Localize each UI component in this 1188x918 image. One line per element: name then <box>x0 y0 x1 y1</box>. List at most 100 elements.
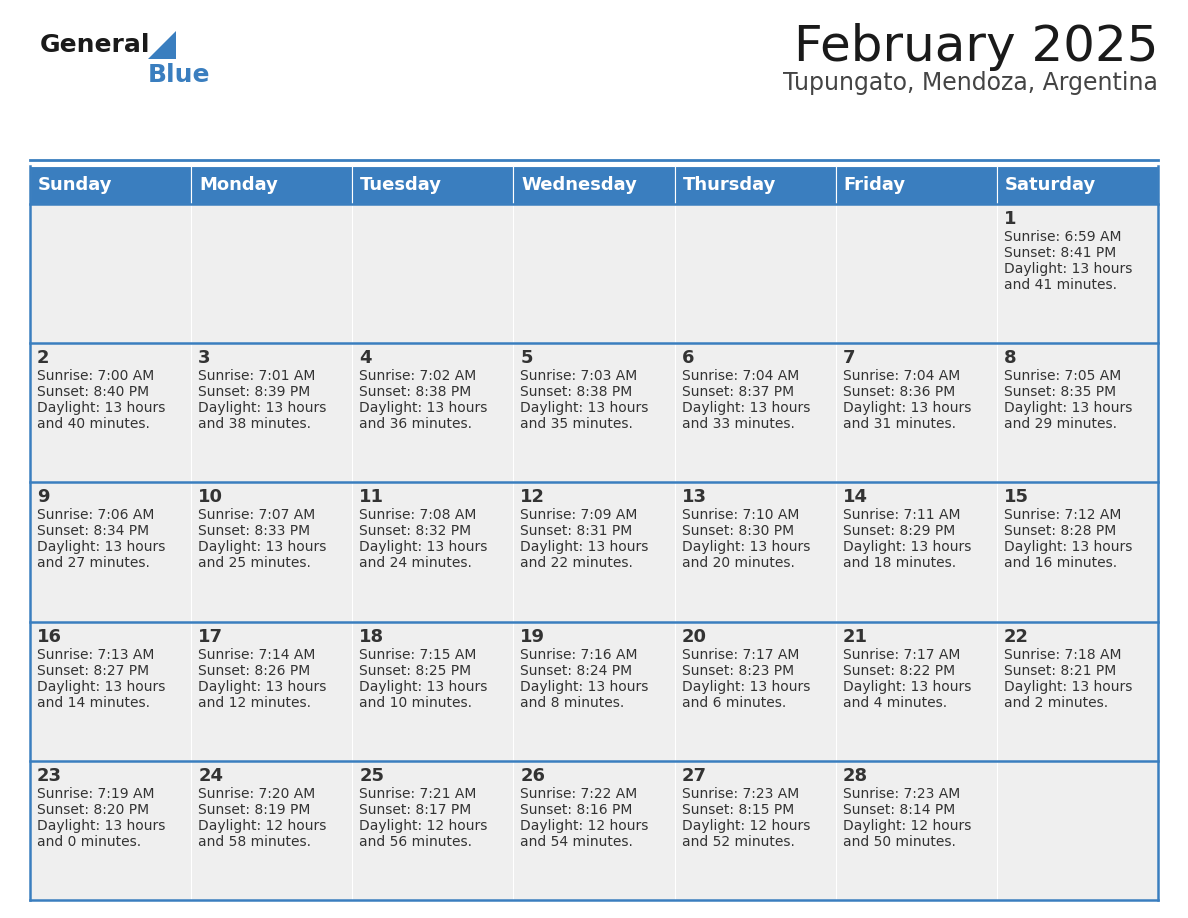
Text: Sunset: 8:24 PM: Sunset: 8:24 PM <box>520 664 632 677</box>
FancyBboxPatch shape <box>835 761 997 900</box>
Text: and 24 minutes.: and 24 minutes. <box>359 556 472 570</box>
Text: 24: 24 <box>198 767 223 785</box>
Text: Daylight: 13 hours: Daylight: 13 hours <box>682 679 810 694</box>
FancyBboxPatch shape <box>997 166 1158 204</box>
Text: Daylight: 13 hours: Daylight: 13 hours <box>682 401 810 415</box>
FancyBboxPatch shape <box>30 343 191 482</box>
Text: 13: 13 <box>682 488 707 507</box>
Text: 26: 26 <box>520 767 545 785</box>
Text: Sunrise: 7:04 AM: Sunrise: 7:04 AM <box>682 369 798 383</box>
Text: 1: 1 <box>1004 210 1017 228</box>
Text: Daylight: 13 hours: Daylight: 13 hours <box>37 819 165 833</box>
Text: Wednesday: Wednesday <box>522 176 637 194</box>
Text: Sunset: 8:35 PM: Sunset: 8:35 PM <box>1004 386 1116 399</box>
FancyBboxPatch shape <box>513 166 675 204</box>
Text: Daylight: 12 hours: Daylight: 12 hours <box>842 819 971 833</box>
Text: and 52 minutes.: and 52 minutes. <box>682 834 795 849</box>
FancyBboxPatch shape <box>353 621 513 761</box>
Text: Sunrise: 7:04 AM: Sunrise: 7:04 AM <box>842 369 960 383</box>
Text: Sunset: 8:28 PM: Sunset: 8:28 PM <box>1004 524 1116 538</box>
Text: Sunset: 8:33 PM: Sunset: 8:33 PM <box>198 524 310 538</box>
Text: Sunrise: 7:19 AM: Sunrise: 7:19 AM <box>37 787 154 800</box>
FancyBboxPatch shape <box>513 621 675 761</box>
Text: General: General <box>40 33 151 57</box>
Text: and 36 minutes.: and 36 minutes. <box>359 417 473 431</box>
Text: Sunset: 8:14 PM: Sunset: 8:14 PM <box>842 803 955 817</box>
Text: Blue: Blue <box>148 63 210 87</box>
Text: and 6 minutes.: and 6 minutes. <box>682 696 785 710</box>
Text: Sunrise: 6:59 AM: Sunrise: 6:59 AM <box>1004 230 1121 244</box>
FancyBboxPatch shape <box>835 621 997 761</box>
FancyBboxPatch shape <box>675 343 835 482</box>
FancyBboxPatch shape <box>30 621 191 761</box>
Text: and 16 minutes.: and 16 minutes. <box>1004 556 1117 570</box>
Text: Sunset: 8:29 PM: Sunset: 8:29 PM <box>842 524 955 538</box>
Text: and 22 minutes.: and 22 minutes. <box>520 556 633 570</box>
Text: 12: 12 <box>520 488 545 507</box>
FancyBboxPatch shape <box>835 482 997 621</box>
Text: Sunrise: 7:15 AM: Sunrise: 7:15 AM <box>359 647 476 662</box>
Text: Daylight: 13 hours: Daylight: 13 hours <box>37 679 165 694</box>
Text: and 0 minutes.: and 0 minutes. <box>37 834 141 849</box>
Text: Sunset: 8:40 PM: Sunset: 8:40 PM <box>37 386 150 399</box>
Text: Sunrise: 7:12 AM: Sunrise: 7:12 AM <box>1004 509 1121 522</box>
Text: and 14 minutes.: and 14 minutes. <box>37 696 150 710</box>
Text: Daylight: 13 hours: Daylight: 13 hours <box>198 541 327 554</box>
Text: Monday: Monday <box>200 176 278 194</box>
Text: 15: 15 <box>1004 488 1029 507</box>
Text: and 20 minutes.: and 20 minutes. <box>682 556 795 570</box>
FancyBboxPatch shape <box>513 482 675 621</box>
FancyBboxPatch shape <box>675 761 835 900</box>
Text: 16: 16 <box>37 628 62 645</box>
Text: Sunrise: 7:20 AM: Sunrise: 7:20 AM <box>198 787 315 800</box>
Text: 27: 27 <box>682 767 707 785</box>
FancyBboxPatch shape <box>191 343 353 482</box>
FancyBboxPatch shape <box>353 482 513 621</box>
FancyBboxPatch shape <box>353 761 513 900</box>
FancyBboxPatch shape <box>997 482 1158 621</box>
Text: and 31 minutes.: and 31 minutes. <box>842 417 955 431</box>
Text: Sunrise: 7:13 AM: Sunrise: 7:13 AM <box>37 647 154 662</box>
Text: Sunrise: 7:01 AM: Sunrise: 7:01 AM <box>198 369 316 383</box>
Text: Sunrise: 7:00 AM: Sunrise: 7:00 AM <box>37 369 154 383</box>
Text: Sunrise: 7:02 AM: Sunrise: 7:02 AM <box>359 369 476 383</box>
Text: Sunrise: 7:11 AM: Sunrise: 7:11 AM <box>842 509 960 522</box>
Text: Sunrise: 7:08 AM: Sunrise: 7:08 AM <box>359 509 476 522</box>
Text: Daylight: 13 hours: Daylight: 13 hours <box>37 401 165 415</box>
Text: Sunset: 8:36 PM: Sunset: 8:36 PM <box>842 386 955 399</box>
Text: Daylight: 13 hours: Daylight: 13 hours <box>682 541 810 554</box>
Text: and 38 minutes.: and 38 minutes. <box>198 417 311 431</box>
Text: Tupungato, Mendoza, Argentina: Tupungato, Mendoza, Argentina <box>783 71 1158 95</box>
Text: 14: 14 <box>842 488 867 507</box>
Text: Daylight: 13 hours: Daylight: 13 hours <box>842 541 971 554</box>
Text: 17: 17 <box>198 628 223 645</box>
FancyBboxPatch shape <box>997 621 1158 761</box>
Text: Sunrise: 7:17 AM: Sunrise: 7:17 AM <box>842 647 960 662</box>
Polygon shape <box>148 31 176 59</box>
Text: Sunset: 8:38 PM: Sunset: 8:38 PM <box>359 386 472 399</box>
Text: Sunset: 8:37 PM: Sunset: 8:37 PM <box>682 386 794 399</box>
Text: Sunset: 8:31 PM: Sunset: 8:31 PM <box>520 524 633 538</box>
Text: Daylight: 13 hours: Daylight: 13 hours <box>520 679 649 694</box>
Text: Sunset: 8:16 PM: Sunset: 8:16 PM <box>520 803 633 817</box>
Text: and 4 minutes.: and 4 minutes. <box>842 696 947 710</box>
Text: Sunrise: 7:06 AM: Sunrise: 7:06 AM <box>37 509 154 522</box>
Text: Sunrise: 7:07 AM: Sunrise: 7:07 AM <box>198 509 315 522</box>
Text: 25: 25 <box>359 767 384 785</box>
FancyBboxPatch shape <box>997 204 1158 343</box>
Text: Daylight: 13 hours: Daylight: 13 hours <box>520 541 649 554</box>
Text: Sunrise: 7:23 AM: Sunrise: 7:23 AM <box>682 787 798 800</box>
Text: Daylight: 13 hours: Daylight: 13 hours <box>359 541 487 554</box>
FancyBboxPatch shape <box>30 166 191 204</box>
Text: and 2 minutes.: and 2 minutes. <box>1004 696 1108 710</box>
Text: 23: 23 <box>37 767 62 785</box>
Text: Sunset: 8:23 PM: Sunset: 8:23 PM <box>682 664 794 677</box>
Text: Sunset: 8:20 PM: Sunset: 8:20 PM <box>37 803 150 817</box>
Text: and 56 minutes.: and 56 minutes. <box>359 834 473 849</box>
Text: 19: 19 <box>520 628 545 645</box>
Text: Daylight: 13 hours: Daylight: 13 hours <box>198 679 327 694</box>
Text: Daylight: 13 hours: Daylight: 13 hours <box>520 401 649 415</box>
Text: 9: 9 <box>37 488 50 507</box>
Text: Sunset: 8:30 PM: Sunset: 8:30 PM <box>682 524 794 538</box>
Text: 21: 21 <box>842 628 867 645</box>
